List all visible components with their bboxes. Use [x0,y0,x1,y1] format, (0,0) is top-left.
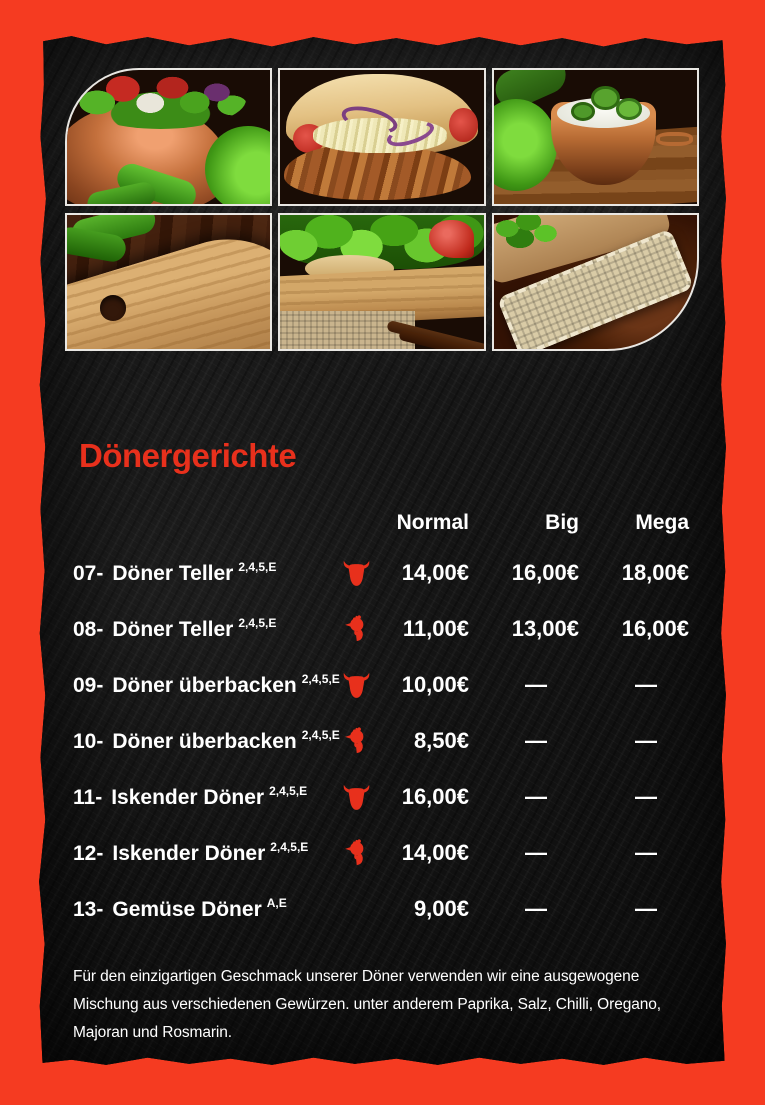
doner-meat-art [284,143,472,200]
price-normal: 9,00€ [413,896,469,921]
price-normal: 10,00€ [401,672,469,697]
column-header-mega: Mega [635,511,689,534]
column-header-big: Big [545,511,579,534]
tomato-art [428,220,474,258]
section-heading: Dönergerichte [79,437,297,474]
price-mega: 18,00€ [621,560,689,585]
item-number: 13- [73,897,104,921]
lettuce-art [205,126,271,204]
price-mega: — [635,896,657,921]
price-big: 13,00€ [511,616,579,641]
price-table: Normal Big Mega 07- Döner Teller 2,4,5,E 1… [39,503,726,937]
cucumber-art [615,98,643,120]
beef-icon [341,558,372,589]
chicken-icon [341,726,372,757]
item-name: Iskender Döner [111,785,265,809]
item-allergens: 2,4,5,E [301,727,340,742]
beef-icon [341,782,372,813]
price-big: — [525,840,547,865]
price-mega: — [635,728,657,753]
item-allergens: A,E [266,895,287,910]
bowl-handle-art [656,131,693,147]
menu-item-row: 08- Döner Teller 2,4,5,E 11,00€ 13,00€ 16,… [73,601,726,657]
item-number: 12- [73,841,104,865]
item-allergens: 2,4,5,E [301,671,340,686]
photo-doner-pita [278,68,486,206]
price-normal: 16,00€ [401,784,469,809]
item-number: 09- [73,673,104,697]
item-allergens: 2,4,5,E [270,839,309,854]
menu-item-row: 13- Gemüse Döner A,E 9,00€ — — [73,881,726,937]
price-big: 16,00€ [511,560,579,585]
menu-item-row: 10- Döner überbacken 2,4,5,E 8,50€ — — [73,713,726,769]
cucumber-art [570,102,596,121]
item-number: 10- [73,729,104,753]
item-name: Döner Teller [112,561,234,585]
slate-menu-card: Dönergerichte Normal Big Mega 07- Döner T… [39,36,726,1065]
price-mega: — [635,840,657,865]
beef-icon [341,670,372,701]
photo-grid [39,36,726,351]
item-number: 07- [73,561,104,585]
photo-tzatziki-bowl [491,68,699,206]
menu-item-row: 07- Döner Teller 2,4,5,E 14,00€ 16,00€ 18,… [73,545,726,601]
item-allergens: 2,4,5,E [238,559,277,574]
menu-item-row: 09- Döner überbacken 2,4,5,E 10,00€ — — [73,657,726,713]
column-header-normal: Normal [396,511,469,534]
footer-note: Für den einzigartigen Geschmack unserer … [73,968,661,1041]
photo-sandwich-board [278,213,486,351]
chicken-icon [341,838,372,869]
tomato-art [449,107,478,143]
item-allergens: 2,4,5,E [269,783,308,798]
item-name: Döner überbacken [112,729,297,753]
item-name: Döner überbacken [112,673,297,697]
item-name: Döner Teller [112,617,234,641]
price-big: — [525,896,547,921]
photo-cutting-board [65,213,273,351]
menu-item-row: 12- Iskender Döner 2,4,5,E 14,00€ — — [73,825,726,881]
price-mega: 16,00€ [621,616,689,641]
price-big: — [525,784,547,809]
item-name: Gemüse Döner [112,897,262,921]
price-normal: 11,00€ [402,616,469,641]
price-mega: — [635,784,657,809]
price-normal: 14,00€ [401,560,469,585]
photo-salad-bowl [65,68,273,206]
cucumber-art [591,86,620,111]
chicken-icon [341,614,372,645]
board-hole-art [99,295,126,321]
burlap-art [280,311,415,349]
price-mega: — [635,672,657,697]
item-name: Iskender Döner [112,841,266,865]
salad-art [75,70,246,129]
table-body: 07- Döner Teller 2,4,5,E 14,00€ 16,00€ 18,… [73,545,726,937]
photo-fork-burlap [491,213,699,351]
price-big: — [525,728,547,753]
item-number: 11- [73,785,103,809]
item-allergens: 2,4,5,E [238,615,277,630]
cabbage-art [312,118,448,154]
price-normal: 8,50€ [413,728,469,753]
price-big: — [525,672,547,697]
table-header-row: Normal Big Mega [73,503,726,543]
item-number: 08- [73,617,104,641]
menu-item-row: 11- Iskender Döner 2,4,5,E 16,00€ — — [73,769,726,825]
lettuce-art [493,99,557,191]
price-normal: 14,00€ [401,840,469,865]
